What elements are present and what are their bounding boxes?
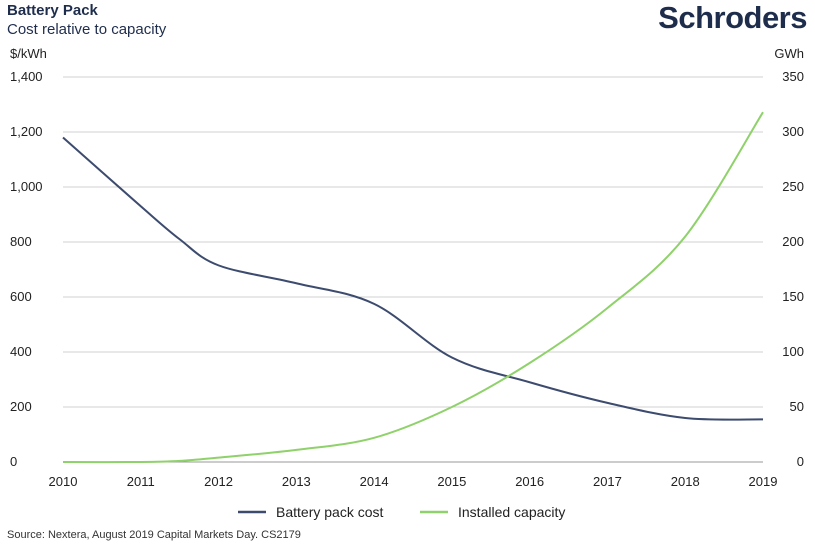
left-tick-label: 400 — [10, 344, 32, 359]
left-axis: 0 200 400 600 800 1,000 1,200 1,400 — [10, 69, 43, 469]
left-tick-label: 0 — [10, 454, 17, 469]
x-axis: 2010 2011 2012 2013 2014 2015 2016 2017 2018 2019 — [49, 474, 778, 489]
brand-logo: Schroders — [658, 0, 807, 35]
left-tick-label: 600 — [10, 289, 32, 304]
x-tick-label: 2012 — [204, 474, 233, 489]
right-tick-label: 300 — [782, 124, 804, 139]
gridlines — [63, 76, 763, 463]
x-tick-label: 2011 — [127, 474, 155, 489]
battery-pack-cost-line — [62, 136, 764, 421]
x-tick-label: 2017 — [593, 474, 622, 489]
x-tick-label: 2015 — [437, 474, 466, 489]
right-axis: 0 50 100 150 200 250 300 350 — [782, 69, 804, 469]
left-axis-unit: $/kWh — [10, 46, 47, 61]
x-tick-label: 2010 — [49, 474, 78, 489]
legend-label-installed-capacity: Installed capacity — [458, 504, 565, 520]
left-tick-label: 200 — [10, 399, 32, 414]
x-tick-label: 2018 — [671, 474, 700, 489]
series-lines — [62, 111, 764, 464]
right-tick-label: 50 — [790, 399, 804, 414]
source-note: Source: Nextera, August 2019 Capital Mar… — [7, 529, 301, 541]
right-tick-label: 350 — [782, 69, 804, 84]
x-tick-label: 2013 — [282, 474, 311, 489]
x-tick-label: 2019 — [749, 474, 778, 489]
left-tick-label: 1,400 — [10, 69, 43, 84]
x-tick-label: 2014 — [360, 474, 389, 489]
right-tick-label: 150 — [782, 289, 804, 304]
x-tick-label: 2016 — [515, 474, 544, 489]
left-tick-label: 1,000 — [10, 179, 43, 194]
installed-capacity-line — [62, 111, 764, 464]
right-tick-label: 0 — [797, 454, 804, 469]
legend-label-battery-pack-cost: Battery pack cost — [276, 504, 383, 520]
left-tick-label: 1,200 — [10, 124, 43, 139]
right-tick-label: 200 — [782, 234, 804, 249]
chart-title: Battery Pack — [7, 2, 98, 19]
legend: Battery pack cost Installed capacity — [238, 504, 565, 520]
right-tick-label: 250 — [782, 179, 804, 194]
right-tick-label: 100 — [782, 344, 804, 359]
right-axis-unit: GWh — [774, 46, 804, 61]
left-tick-label: 800 — [10, 234, 32, 249]
chart-subtitle: Cost relative to capacity — [7, 21, 167, 38]
